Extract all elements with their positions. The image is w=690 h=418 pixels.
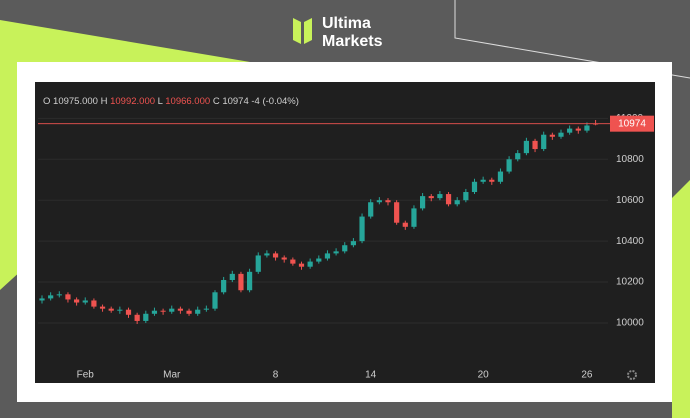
candle-body — [255, 255, 261, 272]
candle-body — [221, 280, 227, 293]
candle-body — [471, 181, 478, 193]
candle-body — [212, 292, 218, 309]
candle-body — [342, 245, 348, 252]
candle-body — [454, 200, 460, 205]
candle-body — [359, 216, 365, 242]
last-price-tag — [610, 115, 654, 132]
candle-body — [134, 314, 140, 321]
candle-body — [575, 128, 581, 131]
legend-value: 10974 — [222, 96, 248, 107]
legend-value: 10966.000 — [165, 96, 210, 107]
candle-body — [515, 153, 521, 160]
candle-body — [402, 222, 408, 227]
candle-body — [558, 132, 564, 137]
x-tick-label: Feb — [77, 370, 95, 381]
candle-body — [125, 309, 132, 315]
x-tick-label: 14 — [365, 370, 377, 381]
candle-body — [39, 298, 45, 301]
legend-label: H — [101, 96, 108, 107]
candle-body — [99, 306, 106, 309]
x-tick-label: 26 — [581, 370, 593, 381]
candle-body — [281, 257, 287, 260]
candle-body — [229, 273, 235, 281]
candle-body — [567, 128, 573, 133]
legend-value: 10975.000 — [53, 96, 98, 107]
candle-body — [290, 259, 296, 264]
candle-body — [463, 192, 469, 201]
candle-body — [549, 134, 555, 137]
candle-body — [324, 253, 331, 259]
candle-body — [307, 261, 313, 267]
logo-mark — [293, 18, 301, 44]
chart-panel — [35, 82, 655, 383]
y-tick-label: 10000 — [616, 318, 644, 329]
candle-body — [541, 134, 547, 150]
candle-body — [385, 200, 391, 203]
candle-body — [532, 140, 538, 150]
candle-body — [368, 202, 374, 217]
candle-body — [151, 310, 158, 314]
candle-body — [82, 300, 88, 303]
candle-body — [333, 251, 339, 254]
candle-body — [48, 295, 54, 299]
candle-body — [298, 263, 305, 267]
x-tick-label: Mar — [163, 370, 181, 381]
candle-body — [411, 208, 417, 227]
candle-body — [186, 310, 192, 314]
candle-body — [264, 253, 270, 256]
candle-body — [74, 299, 80, 303]
candle-body — [91, 300, 97, 307]
last-price-label: 10974 — [618, 118, 646, 129]
candle-body — [203, 308, 209, 310]
candle-body — [437, 194, 443, 199]
candle-body — [394, 202, 400, 223]
legend-label: O — [43, 96, 50, 107]
candle-body — [376, 200, 382, 203]
candle-body — [420, 196, 426, 209]
candle-body — [316, 258, 322, 262]
legend-label: L — [158, 96, 163, 107]
candle-body — [489, 179, 495, 182]
x-tick-label: 20 — [478, 370, 490, 381]
candle-body — [177, 308, 183, 311]
logo-mark — [304, 18, 312, 44]
candle-body — [506, 159, 512, 172]
candle-body — [108, 308, 114, 311]
brand-line: Markets — [322, 33, 383, 50]
candle-body — [117, 309, 123, 311]
accent-right — [672, 180, 690, 418]
y-tick-label: 10600 — [616, 195, 644, 206]
gear[interactable] — [627, 370, 637, 380]
y-tick-label: 10400 — [616, 236, 644, 247]
logo: Ultima Markets — [293, 15, 383, 50]
y-tick-label: 10200 — [616, 277, 644, 288]
candle-body — [143, 313, 149, 321]
legend-value: 10992.000 — [110, 96, 155, 107]
candle-body — [584, 125, 590, 131]
candle-body — [445, 194, 452, 205]
candle-body — [247, 271, 253, 291]
candle-body — [195, 309, 201, 314]
candle-body — [56, 294, 62, 296]
candle-body — [238, 273, 244, 291]
candle-body — [480, 179, 486, 182]
candle-body — [160, 310, 166, 312]
candle-body — [428, 196, 434, 199]
legend-change: -4 (-0.04%) — [251, 96, 299, 107]
candle-body — [65, 294, 71, 300]
candle-body — [350, 241, 356, 246]
settings-icon[interactable] — [627, 370, 637, 380]
candle-body — [523, 140, 529, 154]
x-tick-label: 8 — [273, 370, 279, 381]
candle-body — [169, 308, 175, 312]
brand-line: Ultima — [322, 15, 371, 32]
ohlc-legend: O 10975.000 H 10992.000 L 10966.000 C 10… — [43, 96, 299, 107]
candle-body — [272, 253, 279, 258]
y-tick-label: 10800 — [616, 154, 644, 165]
legend-label: C — [213, 96, 220, 107]
candle-body — [497, 171, 504, 182]
